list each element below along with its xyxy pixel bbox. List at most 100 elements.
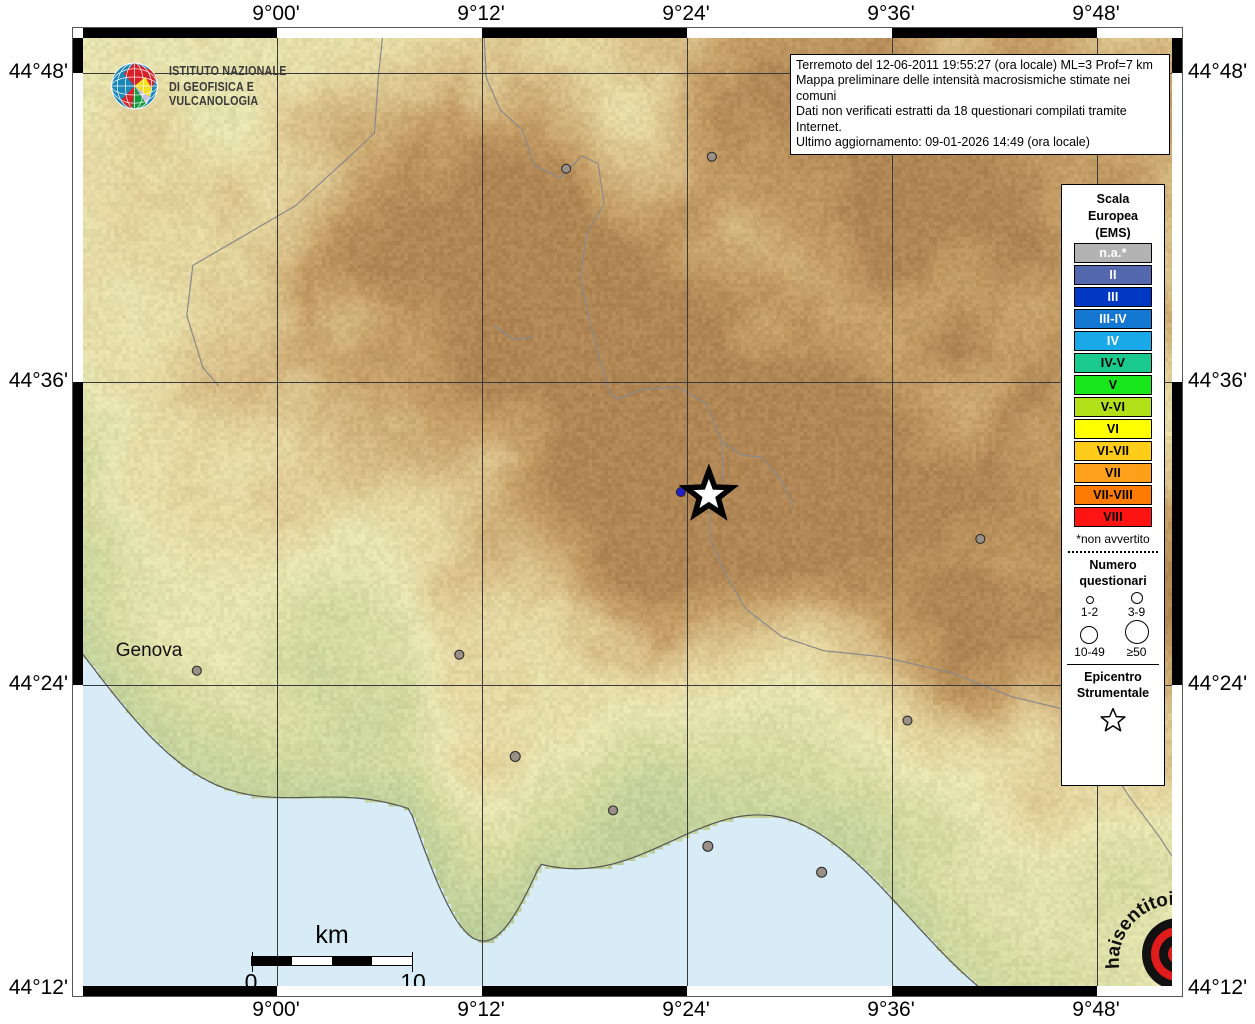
circle-icon bbox=[1130, 592, 1143, 604]
graticule-line-vertical bbox=[892, 38, 893, 986]
legend-divider-1 bbox=[1068, 551, 1158, 553]
globe-icon bbox=[111, 62, 158, 110]
axis-tick-label: 9°36' bbox=[867, 998, 915, 1021]
graticule-line-vertical bbox=[277, 38, 278, 986]
info-line-2: Mappa preliminare delle intensità macros… bbox=[796, 73, 1131, 103]
info-line-1: Terremoto del 12-06-2011 19:55:27 (ora l… bbox=[796, 58, 1153, 72]
haisentitoilterremoto-logo[interactable]: haisentitoilterremoto .it www. ? bbox=[1092, 870, 1172, 986]
axis-tick-label: 9°36' bbox=[867, 2, 915, 25]
axis-tick-label: 9°00' bbox=[252, 998, 300, 1021]
legend-panel: Scala Europea (EMS) n.a.* II III III-IV IV IV… bbox=[1061, 184, 1165, 786]
tick-segment bbox=[1172, 382, 1182, 685]
axis-tick-label: 9°24' bbox=[662, 2, 710, 25]
axis-tick-label: 44°36' bbox=[1188, 369, 1248, 392]
tick-segment bbox=[83, 28, 277, 38]
questionnaire-marker bbox=[607, 805, 619, 816]
axis-tick-label: 9°48' bbox=[1072, 998, 1120, 1021]
axis-tick-label: 44°36' bbox=[8, 369, 68, 392]
ems-legend-row-vi: VI bbox=[1074, 419, 1152, 439]
scale-unit-label: km bbox=[315, 921, 349, 949]
questionnaire-size-item: 3-9 bbox=[1128, 592, 1145, 620]
legend-star-icon bbox=[1100, 707, 1126, 732]
info-line-4: Ultimo aggiornamento: 09-01-2026 14:49 (… bbox=[796, 135, 1090, 150]
ems-legend-row-iv: IV bbox=[1074, 331, 1152, 351]
questionnaire-size-label: 1-2 bbox=[1080, 605, 1099, 619]
legend-title-1: Scala bbox=[1096, 192, 1130, 206]
ingv-line-1: ISTITUTO NAZIONALE bbox=[169, 64, 287, 78]
questionnaire-marker bbox=[191, 665, 202, 676]
epicenter-title-1: Epicentro bbox=[1084, 670, 1142, 684]
tick-band-top bbox=[73, 28, 1182, 38]
questionnaire-title-2: questionari bbox=[1079, 574, 1147, 588]
questionnaire-size-item: 10-49 bbox=[1074, 626, 1105, 660]
vector-overlay bbox=[83, 38, 1172, 986]
target-icon: haisentitoilterremoto .it www. ? bbox=[1092, 870, 1172, 986]
questionnaire-marker bbox=[509, 750, 521, 763]
graticule-line-horizontal bbox=[83, 73, 1172, 74]
axis-tick-label: 44°48' bbox=[1188, 60, 1248, 83]
ems-legend-row-vii: VII bbox=[1074, 463, 1152, 483]
ems-scale-rows: n.a.* II III III-IV IV IV-V V V-VI VI VI-VII VII VI… bbox=[1066, 243, 1160, 527]
ems-legend-row-iv-v: IV-V bbox=[1074, 353, 1152, 373]
ems-legend-row-n-a-: n.a.* bbox=[1074, 243, 1152, 263]
tick-segment bbox=[73, 38, 83, 73]
ems-legend-row-v: V bbox=[1074, 375, 1152, 395]
questionnaire-size-item: 1-2 bbox=[1081, 596, 1098, 620]
tick-segment bbox=[482, 28, 687, 38]
axis-tick-label: 9°24' bbox=[662, 998, 710, 1021]
ems-legend-row-ii: II bbox=[1074, 265, 1152, 285]
administrative-boundary bbox=[186, 38, 384, 387]
axis-tick-label: 9°12' bbox=[457, 998, 505, 1021]
axis-tick-label: 44°12' bbox=[1188, 976, 1248, 999]
tick-segment bbox=[83, 986, 277, 996]
questionnaire-marker bbox=[706, 151, 717, 162]
map-canvas[interactable]: Genova Terremoto del 12-06-2011 19:55:27… bbox=[83, 38, 1172, 986]
legend-divider-2 bbox=[1067, 664, 1159, 665]
ems-legend-row-vii-viii: VII-VIII bbox=[1074, 485, 1152, 505]
questionnaire-size-label: ≥50 bbox=[1126, 645, 1147, 659]
tick-band-bottom bbox=[73, 986, 1182, 996]
epicenter-star bbox=[678, 463, 740, 521]
scale-bar-graphic bbox=[251, 952, 413, 972]
scale-end-label: 10 bbox=[400, 969, 426, 986]
ems-legend-row-viii: VIII bbox=[1074, 507, 1152, 527]
ems-legend-row-v-vi: V-VI bbox=[1074, 397, 1152, 417]
scale-bar: km 0 10 bbox=[245, 921, 426, 986]
administrative-boundary bbox=[493, 324, 535, 340]
questionnaire-markers bbox=[191, 151, 986, 878]
map-frame: Genova Terremoto del 12-06-2011 19:55:27… bbox=[72, 27, 1183, 997]
terrain-raster bbox=[83, 38, 1172, 986]
circle-icon bbox=[1085, 596, 1094, 604]
tick-band-right bbox=[1172, 28, 1182, 996]
star-icon bbox=[678, 463, 740, 521]
questionnaire-marker bbox=[561, 163, 572, 174]
axis-tick-label: 44°48' bbox=[8, 60, 68, 83]
ingv-line-2: DI GEOFISICA E VULCANOLOGIA bbox=[169, 80, 259, 108]
questionnaire-marker bbox=[702, 840, 714, 852]
questionnaire-marker bbox=[816, 866, 828, 878]
legend-title-2: Europea bbox=[1087, 209, 1138, 223]
info-line-3: Dati non verificati estratti da 18 quest… bbox=[796, 104, 1127, 134]
tick-segment bbox=[73, 382, 83, 685]
administrative-boundary bbox=[721, 440, 795, 508]
graticule-line-vertical bbox=[687, 38, 688, 986]
axis-tick-label: 44°24' bbox=[1188, 672, 1248, 695]
axis-tick-label: 9°12' bbox=[457, 2, 505, 25]
axis-tick-label: 44°24' bbox=[8, 672, 68, 695]
legend-footnote: *non avvertito bbox=[1076, 532, 1150, 546]
tick-band-left bbox=[73, 28, 83, 996]
graticule-line-horizontal bbox=[83, 685, 1172, 686]
axis-tick-label: 9°48' bbox=[1072, 2, 1120, 25]
coastline bbox=[83, 654, 979, 986]
circle-icon bbox=[1080, 626, 1099, 644]
tick-segment bbox=[1172, 38, 1182, 73]
questionnaire-title-1: Numero bbox=[1089, 558, 1137, 572]
graticule-line-vertical bbox=[482, 38, 483, 986]
tick-segment bbox=[892, 28, 1097, 38]
questionnaire-size-key: 1-2 3-9 10-49 ≥50 bbox=[1066, 592, 1160, 660]
administrative-boundary bbox=[483, 38, 1092, 737]
circle-icon bbox=[1124, 620, 1149, 644]
questionnaire-marker bbox=[675, 487, 686, 498]
axis-tick-label: 9°00' bbox=[252, 2, 300, 25]
